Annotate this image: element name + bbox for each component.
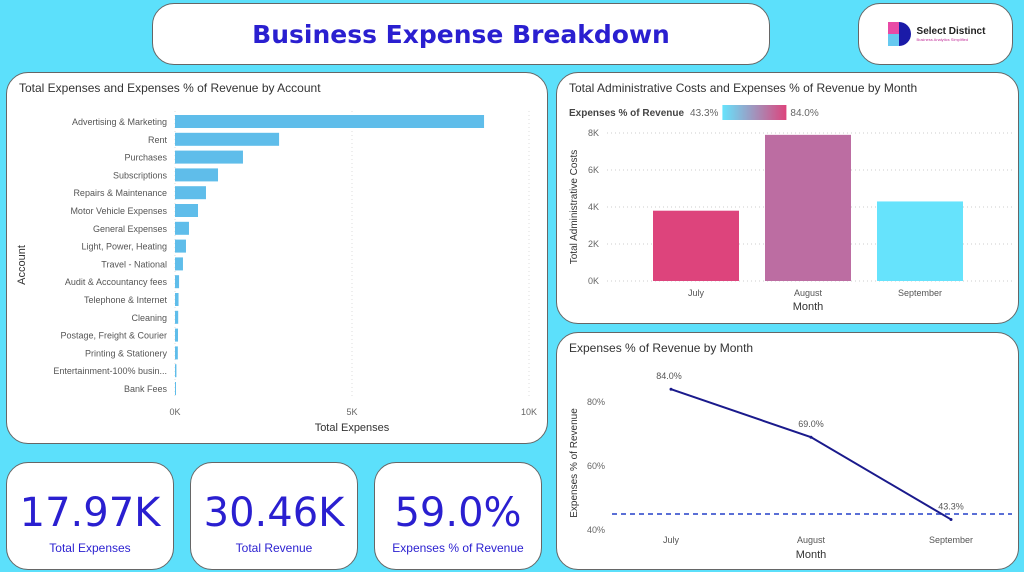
bar <box>175 204 199 217</box>
y-tick-label: Subscriptions <box>113 170 168 180</box>
y-tick-label: Travel - National <box>101 259 167 269</box>
y-tick-label: Repairs & Maintenance <box>73 188 167 198</box>
x-tick-label: September <box>898 288 942 298</box>
bar <box>653 210 739 281</box>
bar <box>175 293 179 306</box>
bar <box>175 168 219 182</box>
x-axis-title: Month <box>793 301 824 313</box>
bar <box>175 221 189 235</box>
y-axis-title: Total Administrative Costs <box>569 150 580 265</box>
x-tick-label: August <box>794 288 823 298</box>
bar <box>175 150 243 164</box>
y-axis-title: Account <box>16 245 28 285</box>
bar <box>765 134 851 281</box>
data-label: 43.3% <box>938 501 964 511</box>
data-point <box>809 435 813 439</box>
y-tick-label: 6K <box>588 165 599 175</box>
bar <box>175 346 178 360</box>
y-tick-label: Telephone & Internet <box>84 295 168 305</box>
bar <box>175 382 176 395</box>
legend-max: 84.0% <box>790 108 818 119</box>
y-tick-label: Audit & Accountancy fees <box>65 277 168 287</box>
y-tick-label: 8K <box>588 128 599 138</box>
logo-card: Select Distinct Business Analytics Simpli… <box>858 3 1013 65</box>
bar <box>175 186 206 200</box>
legend-min: 43.3% <box>690 108 718 119</box>
y-tick-label: 2K <box>588 239 599 249</box>
x-tick-label: July <box>663 535 680 545</box>
kpi-expense-pct: 59.0% Expenses % of Revenue <box>374 462 542 570</box>
expense-pct-chart: 40% 60% 80% 84.0% 69.0% 43.3% July August Septem… <box>569 371 1012 561</box>
data-label: 84.0% <box>656 371 682 381</box>
series-line <box>670 388 952 521</box>
select-distinct-logo-icon <box>887 22 911 46</box>
data-label: 69.0% <box>798 419 824 429</box>
panel-title: Total Administrative Costs and Expenses … <box>569 81 918 95</box>
expenses-by-account-chart: 0K 5K 10K Advertising & Marketing Rent Purcha… <box>16 111 537 434</box>
kpi-value: 17.97K <box>19 490 161 536</box>
bar <box>175 132 280 146</box>
y-tick-label: Entertainment-100% busin... <box>53 366 167 376</box>
bar <box>175 115 485 128</box>
y-tick-label: 80% <box>587 397 605 407</box>
data-point <box>669 387 673 391</box>
bar <box>175 275 180 289</box>
expense-pct-panel: Expenses % of Revenue by Month 40% 60% 80%… <box>556 332 1019 570</box>
y-tick-label: Postage, Freight & Courier <box>60 331 167 341</box>
y-axis-title: Expenses % of Revenue <box>569 408 580 518</box>
y-tick-label: Cleaning <box>131 313 167 323</box>
panel-title: Total Expenses and Expenses % of Revenue… <box>19 81 321 95</box>
y-tick-label: Rent <box>148 135 168 145</box>
x-axis-title: Month <box>796 549 827 561</box>
y-tick-label: 0K <box>588 276 599 286</box>
bar <box>175 239 186 253</box>
admin-costs-chart: Expenses % of Revenue 43.3% 84.0% 0K 2K 4K 6K 8… <box>569 105 1012 313</box>
x-tick-label: 5K <box>346 407 357 417</box>
legend-gradient <box>722 105 787 120</box>
x-tick-label: 10K <box>521 407 537 417</box>
y-tick-label: Printing & Stationery <box>85 348 168 358</box>
x-tick-label: 0K <box>169 407 180 417</box>
y-tick-label: 4K <box>588 202 599 212</box>
panel-title: Expenses % of Revenue by Month <box>569 341 754 355</box>
kpi-value: 30.46K <box>203 490 345 536</box>
y-tick-label: 60% <box>587 461 605 471</box>
y-tick-label: Purchases <box>124 153 167 163</box>
admin-costs-panel: Total Administrative Costs and Expenses … <box>556 72 1019 324</box>
x-tick-label: July <box>688 288 705 298</box>
bar <box>877 201 963 281</box>
kpi-value: 59.0% <box>394 490 522 536</box>
legend-title: Expenses % of Revenue <box>569 108 684 119</box>
bar <box>175 328 179 342</box>
expenses-by-account-panel: Total Expenses and Expenses % of Revenue… <box>6 72 548 444</box>
y-tick-label: General Expenses <box>93 224 168 234</box>
logo-tagline: Business Analytics Simplified <box>916 37 969 42</box>
data-point <box>949 517 953 521</box>
bar <box>175 364 177 378</box>
kpi-label: Total Expenses <box>49 541 131 555</box>
y-tick-label: Bank Fees <box>124 384 168 394</box>
x-tick-label: September <box>929 535 973 545</box>
y-tick-label: Motor Vehicle Expenses <box>70 206 167 216</box>
logo-text: Select Distinct <box>916 26 986 37</box>
bar <box>175 257 183 271</box>
bar <box>175 310 179 324</box>
y-tick-label: Advertising & Marketing <box>72 117 167 127</box>
kpi-label: Expenses % of Revenue <box>392 541 524 555</box>
kpi-total-expenses: 17.97K Total Expenses <box>6 462 174 570</box>
x-axis-title: Total Expenses <box>315 422 390 434</box>
kpi-label: Total Revenue <box>235 541 313 555</box>
title-card: Business Expense Breakdown <box>152 3 770 65</box>
kpi-total-revenue: 30.46K Total Revenue <box>190 462 358 570</box>
x-tick-label: August <box>797 535 826 545</box>
y-tick-label: Light, Power, Heating <box>81 242 167 252</box>
page-title: Business Expense Breakdown <box>252 19 670 49</box>
y-tick-label: 40% <box>587 525 605 535</box>
